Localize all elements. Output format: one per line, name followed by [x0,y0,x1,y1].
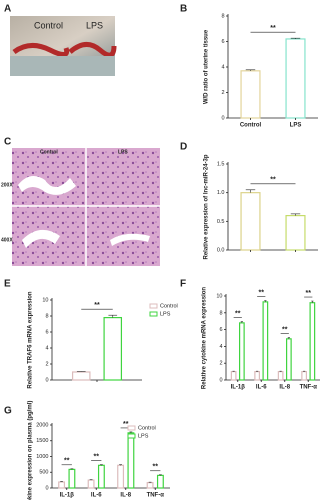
bar [239,322,245,381]
y-tick-label: 0 [219,377,222,383]
bar [127,432,135,489]
y-tick-label: 10 [42,297,48,303]
y-tick-label: 0.0 [217,247,225,253]
x-tick-label: TNF-α [300,385,318,391]
panel-letter: A [4,4,11,15]
bar [285,38,306,119]
photo-a: A Control LPS [4,4,117,76]
y-axis-label: Relative expression of lnc-miR-24-3p [204,154,210,259]
y-tick-label: 1000 [36,454,48,460]
x-tick-label: IL-1β [231,385,246,391]
bar [277,371,284,381]
y-tick-label: 2 [219,361,222,367]
bar [240,70,261,119]
y-tick-label: 8 [221,13,224,19]
y-tick-label: 500 [39,470,48,476]
sig-label: ** [306,290,312,297]
panel-letter: G [4,406,12,417]
image-label: LPS [86,20,103,30]
bar [254,371,260,381]
y-tick-label: 2 [221,90,224,96]
x-tick-label: IL-6 [91,493,102,499]
y-tick-label: 10 [216,293,222,299]
image-label: 200X [1,182,13,188]
y-tick-label: 1.5 [217,161,225,167]
bar [285,215,306,251]
legend-label: LPS [138,433,149,439]
y-axis-label: Relative TRAF6 mRNA expression [28,291,34,388]
legend-swatch [149,303,158,309]
legend-label: Control [160,303,178,309]
x-tick-label: IL-6 [256,385,267,391]
x-tick-label: IL-1β [60,493,75,499]
panel-letter: C [4,137,11,148]
bar [58,481,66,489]
sig-label: ** [235,310,241,317]
y-tick-label: 1.0 [217,190,225,196]
image-label: Control [34,20,63,30]
bar [117,464,125,489]
bar [286,338,292,381]
y-tick-label: 6 [221,39,224,45]
x-tick-label: TNF-α [147,493,165,499]
panel-letter: F [180,279,186,290]
bar [71,371,91,381]
bar [156,474,164,489]
panel-letter: D [180,142,187,153]
y-tick-label: 0 [45,377,48,383]
sig-label: ** [64,458,70,465]
y-tick-label: 0 [45,485,48,491]
bar [103,317,123,381]
bar [230,371,237,381]
y-tick-label: 4 [45,345,48,351]
y-tick-label: 8 [45,313,48,319]
sig-label: ** [123,421,129,428]
y-tick-label: 6 [45,329,48,335]
sig-label: ** [94,302,100,309]
y-tick-label: 0.5 [217,219,225,225]
legend-swatch [127,433,136,439]
y-tick-label: 1500 [36,438,48,444]
x-tick-label: IL-8 [279,385,290,391]
bar [68,468,76,489]
bar [262,301,269,381]
x-tick-label: Control [240,123,262,129]
panel-letter: E [4,279,11,290]
image-label: Control [40,149,58,155]
y-axis-label: Cytokine expression on plasma (pg/ml) [28,401,34,500]
legend-label: LPS [160,311,171,317]
bar [309,302,316,381]
bar [97,464,105,489]
bar [301,371,307,381]
y-tick-label: 2 [45,361,48,367]
sig-label: ** [153,464,159,471]
bar [146,482,154,489]
y-tick-label: 4 [219,344,222,350]
y-tick-label: 0 [221,115,224,121]
sig-label: ** [282,326,288,333]
y-axis-label: W/D ratio of uterine tissue [204,29,210,104]
image-label: LPS [118,149,128,155]
sig-label: ** [270,177,276,184]
legend-swatch [149,311,158,317]
legend-swatch [127,425,136,431]
y-tick-label: 6 [219,327,222,333]
y-tick-label: 8 [219,310,222,316]
x-tick-label: IL-8 [120,493,131,499]
y-tick-label: 2000 [36,422,48,428]
sig-label: ** [94,454,100,461]
y-axis-label: Relative cytokine mRNA expression [202,287,208,389]
image-label: 400X [1,237,13,243]
sig-label: ** [270,25,276,32]
sig-label: ** [259,289,265,296]
x-tick-label: LPS [290,123,302,129]
bar [87,479,95,489]
photo-c: C Control LPS 200X 400X [1,137,160,266]
panel-letter: B [180,4,187,15]
bar [240,192,261,251]
y-tick-label: 4 [221,64,224,70]
legend-label: Control [138,425,156,431]
